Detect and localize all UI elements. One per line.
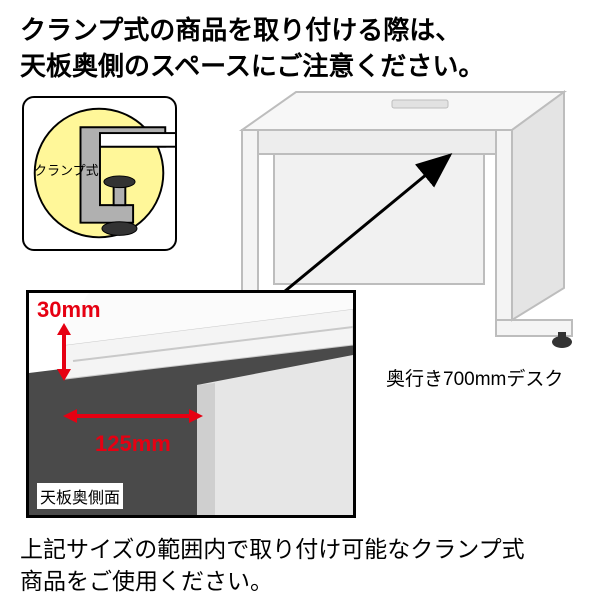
dim-thickness-arrow [49, 323, 79, 381]
footer-line2: 商品をご使用ください。 [20, 562, 273, 596]
detail-caption: 天板奥側面 [37, 483, 123, 509]
desk-caption: 奥行き700mmデスク [386, 364, 563, 391]
footer-line1: 上記サイズの範囲内で取り付け可能なクランプ式 [20, 530, 525, 564]
detail-box: 30mm 125mm 天板奥側面 [26, 290, 356, 518]
dim-depth-arrow [63, 401, 203, 431]
dim-thickness-label: 30mm [37, 297, 101, 323]
dim-depth-label: 125mm [95, 431, 171, 457]
